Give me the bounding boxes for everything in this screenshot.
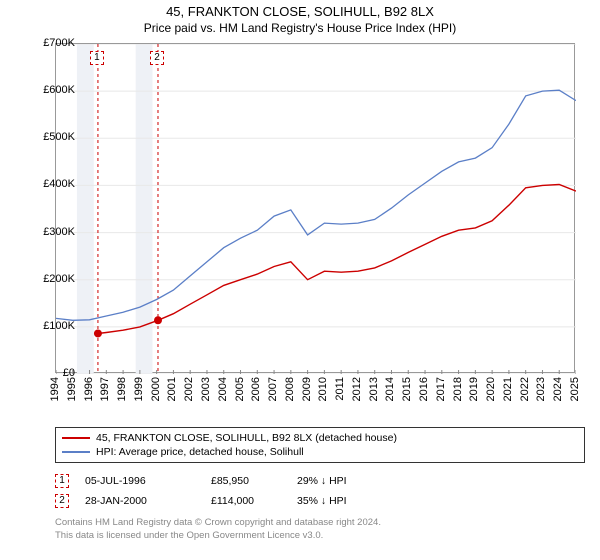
x-tick-label: 2012 xyxy=(351,377,363,401)
sale-marker: 2 xyxy=(55,494,69,508)
x-tick-label: 2003 xyxy=(200,377,212,401)
x-tick-label: 2019 xyxy=(468,377,480,401)
x-tick-label: 2020 xyxy=(485,377,497,401)
footer-line1: Contains HM Land Registry data © Crown c… xyxy=(55,517,585,530)
x-tick-label: 1997 xyxy=(99,377,111,401)
x-tick-label: 2022 xyxy=(519,377,531,401)
chart-marker: 1 xyxy=(90,51,104,65)
sale-marker: 1 xyxy=(55,474,69,488)
sale-pct: 29% ↓ HPI xyxy=(297,475,397,487)
y-tick-label: £700K xyxy=(25,37,75,49)
x-tick-label: 2008 xyxy=(284,377,296,401)
title-address: 45, FRANKTON CLOSE, SOLIHULL, B92 8LX xyxy=(0,4,600,19)
y-tick-label: £100K xyxy=(25,320,75,332)
chart-container: 45, FRANKTON CLOSE, SOLIHULL, B92 8LX Pr… xyxy=(0,0,600,560)
legend-swatch xyxy=(62,451,90,453)
legend-label: 45, FRANKTON CLOSE, SOLIHULL, B92 8LX (d… xyxy=(96,432,397,444)
x-tick-label: 2013 xyxy=(368,377,380,401)
sales-table: 1 05-JUL-1996 £85,950 29% ↓ HPI 2 28-JAN-2000… xyxy=(55,471,585,511)
x-tick-label: 2001 xyxy=(166,377,178,401)
x-tick-label: 2018 xyxy=(452,377,464,401)
sale-price: £114,000 xyxy=(211,495,281,507)
chart-marker: 2 xyxy=(150,51,164,65)
x-tick-label: 1994 xyxy=(49,377,61,401)
x-tick-label: 2004 xyxy=(217,377,229,401)
x-tick-label: 2015 xyxy=(401,377,413,401)
x-tick-label: 2011 xyxy=(334,377,346,401)
plot-area xyxy=(55,43,575,373)
y-tick-label: £400K xyxy=(25,178,75,190)
x-tick-label: 2014 xyxy=(384,377,396,401)
x-tick-label: 1996 xyxy=(83,377,95,401)
x-tick-label: 2016 xyxy=(418,377,430,401)
x-tick-label: 2005 xyxy=(234,377,246,401)
sale-row: 1 05-JUL-1996 £85,950 29% ↓ HPI xyxy=(55,471,585,491)
legend-box: 45, FRANKTON CLOSE, SOLIHULL, B92 8LX (d… xyxy=(55,427,585,463)
legend-swatch xyxy=(62,437,90,439)
x-tick-label: 2024 xyxy=(552,377,564,401)
chart-header: 45, FRANKTON CLOSE, SOLIHULL, B92 8LX Pr… xyxy=(0,0,600,37)
y-tick-label: £600K xyxy=(25,84,75,96)
y-tick-label: £500K xyxy=(25,131,75,143)
legend: 45, FRANKTON CLOSE, SOLIHULL, B92 8LX (d… xyxy=(55,427,585,463)
chart-area: £0£100K£200K£300K£400K£500K£600K£700K 19… xyxy=(0,37,600,427)
y-tick-label: £300K xyxy=(25,226,75,238)
x-tick-label: 2002 xyxy=(183,377,195,401)
legend-row: 45, FRANKTON CLOSE, SOLIHULL, B92 8LX (d… xyxy=(62,431,578,445)
y-tick-label: £200K xyxy=(25,273,75,285)
legend-label: HPI: Average price, detached house, Soli… xyxy=(96,446,304,458)
footer-line2: This data is licensed under the Open Gov… xyxy=(55,530,585,543)
x-tick-label: 2010 xyxy=(317,377,329,401)
footer: Contains HM Land Registry data © Crown c… xyxy=(55,517,585,543)
x-tick-label: 1995 xyxy=(66,377,78,401)
x-tick-label: 2009 xyxy=(301,377,313,401)
sale-price: £85,950 xyxy=(211,475,281,487)
x-tick-label: 2021 xyxy=(502,377,514,401)
x-tick-label: 2006 xyxy=(250,377,262,401)
sale-date: 28-JAN-2000 xyxy=(85,495,195,507)
sale-date: 05-JUL-1996 xyxy=(85,475,195,487)
title-subtitle: Price paid vs. HM Land Registry's House … xyxy=(0,19,600,35)
x-tick-label: 2000 xyxy=(150,377,162,401)
x-tick-label: 1998 xyxy=(116,377,128,401)
legend-row: HPI: Average price, detached house, Soli… xyxy=(62,445,578,459)
x-tick-label: 1999 xyxy=(133,377,145,401)
x-tick-label: 2025 xyxy=(569,377,581,401)
sale-row: 2 28-JAN-2000 £114,000 35% ↓ HPI xyxy=(55,491,585,511)
x-tick-label: 2023 xyxy=(535,377,547,401)
plot-svg xyxy=(56,44,576,374)
sale-pct: 35% ↓ HPI xyxy=(297,495,397,507)
x-tick-label: 2017 xyxy=(435,377,447,401)
x-tick-label: 2007 xyxy=(267,377,279,401)
